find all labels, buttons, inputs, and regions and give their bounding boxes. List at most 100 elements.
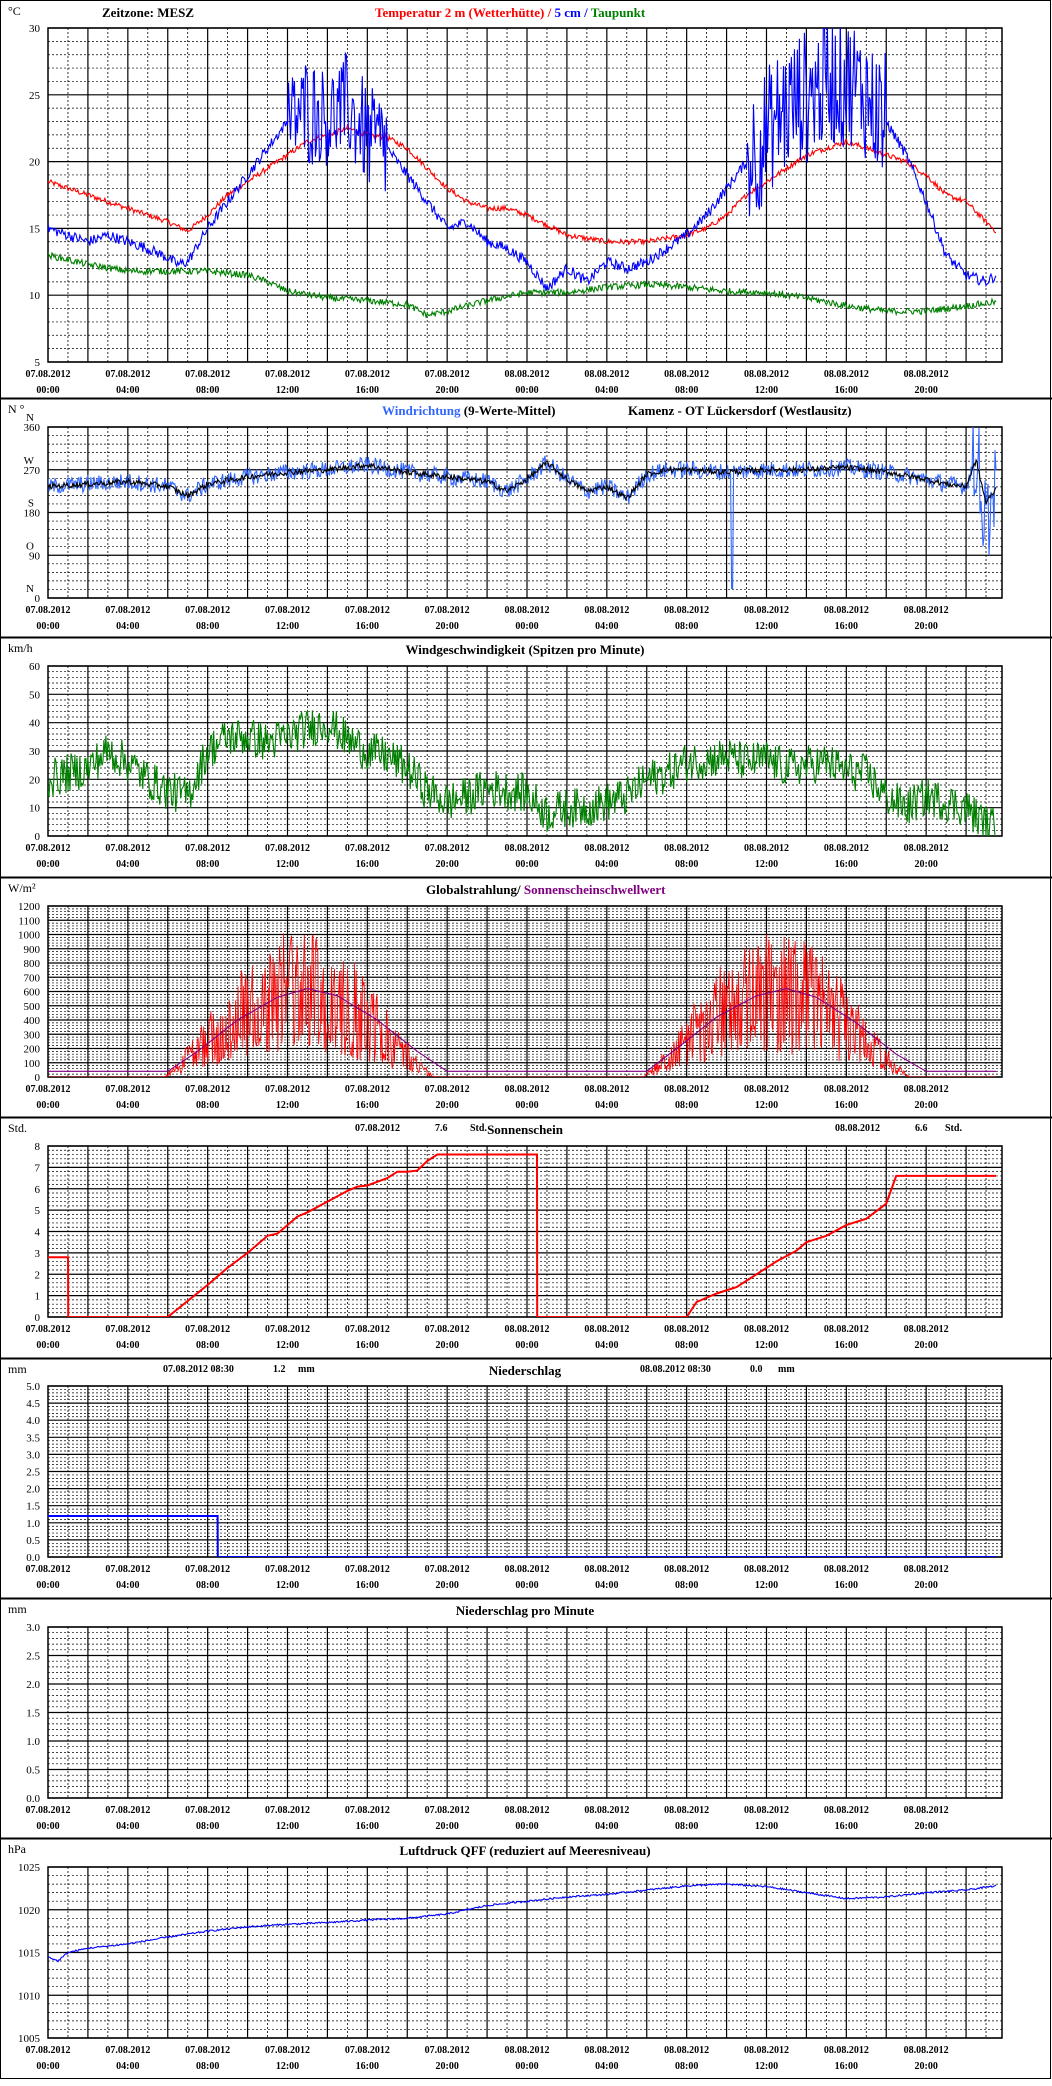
x-tick-time: 00:00 <box>36 1340 59 1351</box>
x-tick-time: 20:00 <box>435 859 458 870</box>
x-tick-date: 07.08.2012 <box>26 1564 71 1575</box>
series-line-sonnenscheinschwellwert <box>48 988 996 1072</box>
day-total-date: 08.08.2012 08:30 <box>640 1364 711 1375</box>
x-tick-date: 08.08.2012 <box>664 843 709 854</box>
x-tick-date: 07.08.2012 <box>345 1564 390 1575</box>
y-unit-label: km/h <box>8 641 33 655</box>
x-tick-date: 07.08.2012 <box>425 1324 470 1335</box>
compass-label: W <box>24 455 35 467</box>
x-tick-time: 04:00 <box>116 1821 139 1832</box>
y-tick-label: 360 <box>24 422 41 434</box>
x-tick-date: 08.08.2012 <box>504 605 549 616</box>
chart-title-part: Temperatur 2 m (Wetterhütte) <box>375 5 544 20</box>
chart-title-part: / <box>581 5 591 20</box>
x-tick-date: 08.08.2012 <box>744 1564 789 1575</box>
y-tick-label: 20 <box>29 157 41 169</box>
x-tick-time: 16:00 <box>356 1340 379 1351</box>
x-tick-date: 08.08.2012 <box>904 1324 949 1335</box>
x-tick-time: 16:00 <box>835 385 858 396</box>
y-tick-label: 10 <box>29 290 41 302</box>
x-tick-date: 08.08.2012 <box>904 605 949 616</box>
x-tick-date: 07.08.2012 <box>345 605 390 616</box>
x-tick-time: 12:00 <box>755 859 778 870</box>
y-tick-label: 2.0 <box>26 1679 40 1691</box>
x-tick-date: 07.08.2012 <box>185 1084 230 1095</box>
x-tick-time: 12:00 <box>755 1580 778 1591</box>
y-tick-label: 0.5 <box>26 1765 40 1777</box>
x-tick-time: 20:00 <box>435 1340 458 1351</box>
chart-title: Niederschlag <box>489 1363 562 1378</box>
x-tick-time: 16:00 <box>835 859 858 870</box>
y-tick-label: 1.5 <box>26 1501 40 1513</box>
x-tick-date: 08.08.2012 <box>824 1564 869 1575</box>
plot-grid <box>47 665 1003 837</box>
series-line-windrichtung <box>48 427 997 590</box>
x-tick-labels: 07.08.2012 00:00 07.08.2012 04:00 07.08.2012… <box>26 843 949 870</box>
series-line-niederschlag <box>48 1515 996 1557</box>
x-tick-date: 08.08.2012 <box>664 1805 709 1816</box>
x-tick-date: 07.08.2012 <box>26 1084 71 1095</box>
x-tick-time: 16:00 <box>356 1580 379 1591</box>
y-tick-label: 0 <box>35 593 41 605</box>
series-line-taupunkt <box>48 251 997 318</box>
x-tick-date: 07.08.2012 <box>425 605 470 616</box>
x-tick-date: 08.08.2012 <box>824 843 869 854</box>
x-tick-time: 20:00 <box>914 1821 937 1832</box>
x-tick-date: 08.08.2012 <box>904 1084 949 1095</box>
plot-grid <box>47 426 1003 599</box>
day-total-unit: mm <box>778 1364 795 1375</box>
x-tick-date: 08.08.2012 <box>904 2045 949 2056</box>
x-tick-time: 20:00 <box>914 859 937 870</box>
chart-title: Sonnenschein <box>487 1122 564 1137</box>
y-tick-label: 5.0 <box>26 1381 40 1393</box>
series-line-luftdruck-qff <box>48 1882 997 1963</box>
y-tick-label: 1015 <box>18 1948 41 1960</box>
x-tick-date: 08.08.2012 <box>504 1564 549 1575</box>
x-tick-date: 07.08.2012 <box>345 369 390 380</box>
x-tick-time: 20:00 <box>914 1580 937 1591</box>
x-tick-date: 07.08.2012 <box>185 1564 230 1575</box>
x-tick-date: 07.08.2012 <box>26 605 71 616</box>
x-tick-date: 08.08.2012 <box>744 1084 789 1095</box>
y-tick-labels: 0 1 2 3 4 5 6 7 8 <box>35 1141 41 1324</box>
x-tick-time: 04:00 <box>595 2061 618 2072</box>
x-tick-time: 12:00 <box>276 1100 299 1111</box>
series-group <box>48 933 996 1077</box>
y-tick-label: 4.5 <box>26 1398 40 1410</box>
x-tick-time: 00:00 <box>515 1821 538 1832</box>
x-tick-time: 04:00 <box>595 1340 618 1351</box>
y-tick-label: 1010 <box>18 1990 41 2002</box>
chart-temperature: 5 10 15 20 25 30 °C Zeitzone: MESZ Temperatur 2 … <box>8 4 1003 396</box>
x-tick-date: 08.08.2012 <box>664 605 709 616</box>
series-line-5-cm <box>48 28 997 292</box>
y-tick-label: 5 <box>35 357 41 369</box>
x-tick-time: 04:00 <box>595 621 618 632</box>
x-tick-date: 07.08.2012 <box>105 843 150 854</box>
x-tick-date: 08.08.2012 <box>584 1324 629 1335</box>
y-tick-label: 7 <box>35 1162 41 1174</box>
x-tick-labels: 07.08.2012 00:00 07.08.2012 04:00 07.08.2012… <box>26 2045 949 2072</box>
x-tick-labels: 07.08.2012 00:00 07.08.2012 04:00 07.08.2012… <box>26 1564 949 1591</box>
y-tick-labels: 0 10 20 30 40 50 60 <box>29 661 41 843</box>
x-tick-time: 00:00 <box>515 859 538 870</box>
y-tick-label: 2 <box>35 1269 41 1281</box>
y-tick-label: 3 <box>35 1248 41 1260</box>
x-tick-date: 07.08.2012 <box>185 369 230 380</box>
x-tick-time: 00:00 <box>36 1821 59 1832</box>
x-tick-date: 08.08.2012 <box>744 369 789 380</box>
x-tick-date: 08.08.2012 <box>584 843 629 854</box>
y-tick-label: 1025 <box>18 1862 41 1874</box>
x-tick-date: 08.08.2012 <box>744 1324 789 1335</box>
x-tick-time: 08:00 <box>675 1340 698 1351</box>
x-tick-date: 07.08.2012 <box>105 1324 150 1335</box>
x-tick-time: 04:00 <box>595 1580 618 1591</box>
series-group <box>48 427 997 590</box>
x-tick-time: 16:00 <box>356 385 379 396</box>
x-tick-date: 07.08.2012 <box>105 369 150 380</box>
chart-pressure: 1005 1010 1015 1020 1025 hPa Luftdruck QFF (re… <box>0 1837 1052 2072</box>
y-tick-label: 2.0 <box>26 1484 40 1496</box>
day-total-value: 7.6 <box>435 1123 448 1134</box>
y-tick-label: 10 <box>29 803 41 815</box>
x-tick-date: 07.08.2012 <box>185 1805 230 1816</box>
y-tick-label: 50 <box>29 689 41 701</box>
